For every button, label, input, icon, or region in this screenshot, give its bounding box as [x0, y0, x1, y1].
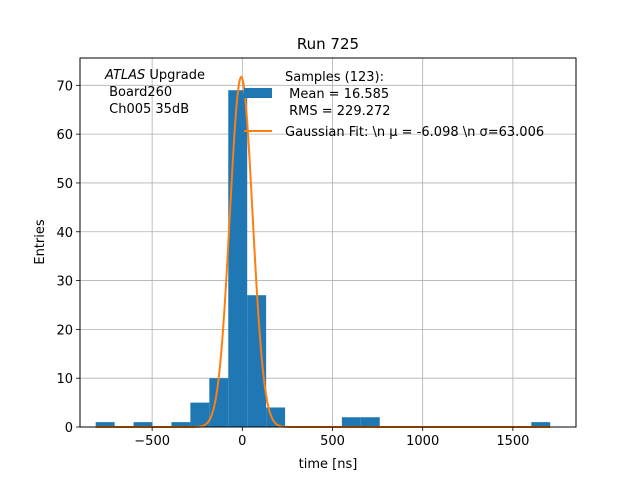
y-tick-label: 50	[56, 177, 73, 192]
annotation-line-atlas: ATLAS Upgrade	[104, 68, 205, 83]
plot-area	[80, 58, 576, 427]
x-tick-label: 0	[238, 434, 246, 449]
legend-entry-rms: RMS = 229.272	[285, 104, 391, 119]
legend: Samples (123): Mean = 16.585 RMS = 229.2…	[244, 70, 544, 140]
y-tick-label: 0	[65, 421, 73, 436]
legend-entry-samples: Samples (123):	[285, 70, 384, 85]
histogram-bar	[531, 422, 551, 427]
y-tick-label: 30	[56, 275, 73, 290]
histogram-bars	[95, 90, 551, 427]
annotation-line-channel: Ch005 35dB	[105, 102, 189, 117]
y-tick-label: 20	[56, 323, 73, 338]
x-tick-label: 1000	[406, 434, 439, 449]
chart-title: Run 725	[297, 35, 359, 53]
histogram-bar	[247, 295, 267, 427]
histogram-bar	[95, 422, 115, 427]
histogram-bar	[133, 422, 153, 427]
annotation-upgrade-word: Upgrade	[145, 68, 205, 83]
annotation-atlas-word: ATLAS	[104, 68, 145, 83]
y-axis-ticks: 0 10 20 30 40 50 60 70	[56, 79, 80, 436]
histogram-bar	[209, 378, 229, 427]
x-tick-label: −500	[134, 434, 170, 449]
y-axis-label: Entries	[33, 219, 48, 265]
x-axis-ticks: −500 0 500 1000 1500	[134, 427, 529, 449]
x-axis-label: time [ns]	[299, 457, 358, 472]
y-tick-label: 40	[56, 226, 73, 241]
histogram-bar	[190, 402, 210, 427]
histogram-bar	[228, 90, 248, 427]
x-tick-label: 1500	[496, 434, 529, 449]
x-tick-label: 500	[320, 434, 345, 449]
histogram-bar	[341, 417, 361, 427]
histogram-bar	[360, 417, 380, 427]
y-tick-label: 70	[56, 79, 73, 94]
histogram-bar	[171, 422, 191, 427]
legend-entry-fit: Gaussian Fit: \n μ = -6.098 \n σ=63.006	[285, 125, 544, 140]
legend-entry-mean: Mean = 16.585	[285, 87, 389, 102]
y-tick-label: 60	[56, 128, 73, 143]
axes-frame	[79, 57, 577, 428]
annotation-line-board: Board260	[105, 85, 172, 100]
legend-swatch-histogram	[244, 88, 272, 98]
y-tick-label: 10	[56, 372, 73, 387]
